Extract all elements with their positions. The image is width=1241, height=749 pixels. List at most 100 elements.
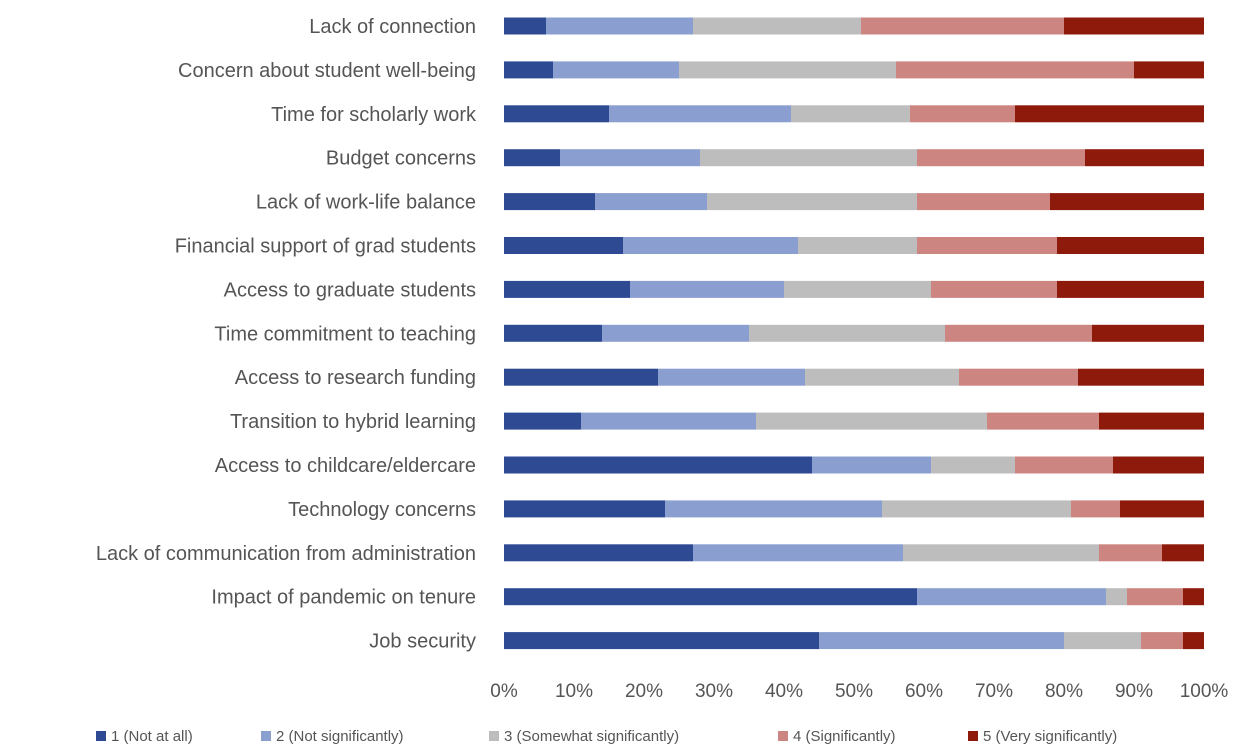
bar-segment-5	[1134, 61, 1204, 79]
x-tick-label: 70%	[975, 681, 1013, 702]
category-label: Access to childcare/eldercare	[215, 455, 476, 477]
bar-segment-2	[665, 500, 882, 518]
bar-segment-4	[861, 17, 1064, 35]
category-label: Lack of work-life balance	[256, 192, 476, 214]
legend-swatch	[261, 731, 271, 741]
bar-segment-3	[784, 280, 931, 298]
bar-segment-2	[560, 149, 700, 167]
bar-segment-5	[1092, 324, 1204, 342]
bar-segment-5	[1057, 237, 1204, 254]
bar-segment-4	[910, 105, 1015, 123]
bar-segment-3	[679, 61, 896, 79]
legend-swatch	[96, 731, 106, 741]
x-tick-label: 20%	[625, 681, 663, 702]
bar-segment-1	[504, 632, 819, 650]
bar-segment-4	[1099, 544, 1162, 562]
bar-segment-2	[609, 105, 791, 123]
bar-segment-2	[812, 456, 931, 474]
bar-segment-5	[1113, 456, 1204, 474]
x-tick-label: 40%	[765, 681, 803, 702]
bar-segment-2	[595, 193, 707, 211]
bar-segment-1	[504, 149, 560, 167]
bar-segment-5	[1120, 500, 1204, 518]
bar-segment-1	[504, 61, 553, 79]
bar-segment-5	[1183, 588, 1204, 606]
bar-segment-4	[917, 237, 1057, 254]
bar-segment-1	[504, 544, 693, 562]
bar-segment-2	[553, 61, 679, 79]
bar-segment-3	[1064, 632, 1141, 650]
bar-segment-1	[504, 500, 665, 518]
bar-segment-1	[504, 368, 658, 386]
category-label: Access to research funding	[235, 367, 476, 389]
bar-segment-2	[658, 368, 805, 386]
bar-segment-2	[917, 588, 1106, 606]
legend-label: 4 (Significantly)	[793, 728, 896, 745]
bar-segment-2	[623, 237, 798, 254]
bar-segment-2	[693, 544, 903, 562]
bar-segment-5	[1162, 544, 1204, 562]
x-tick-label: 100%	[1180, 681, 1229, 702]
legend-label: 5 (Very significantly)	[983, 728, 1117, 745]
bar-segment-2	[546, 17, 693, 35]
category-label: Lack of connection	[309, 16, 476, 38]
category-label: Lack of communication from administratio…	[96, 543, 476, 565]
category-labels: Lack of connection Concern about student …	[96, 16, 477, 653]
category-label: Time for scholarly work	[271, 104, 477, 126]
bar-segment-4	[959, 368, 1078, 386]
bar-segment-1	[504, 105, 609, 123]
x-tick-label: 30%	[695, 681, 733, 702]
legend-swatch	[489, 731, 499, 741]
bar-segment-3	[1106, 588, 1127, 606]
x-axis-ticks: 0% 10% 20% 30% 40% 50% 60% 70% 80% 90% 100%	[490, 681, 1228, 702]
bar-segment-3	[700, 149, 917, 167]
bar-segment-5	[1064, 17, 1204, 35]
legend-label: 3 (Somewhat significantly)	[504, 728, 679, 745]
category-label: Concern about student well-being	[178, 60, 476, 82]
bar-segment-5	[1057, 280, 1204, 298]
category-label: Impact of pandemic on tenure	[211, 587, 476, 609]
category-label: Budget concerns	[326, 148, 476, 170]
x-tick-label: 10%	[555, 681, 593, 702]
bar-segment-3	[805, 368, 959, 386]
bar-segment-1	[504, 456, 812, 474]
legend-swatch	[968, 731, 978, 741]
bar-segment-1	[504, 280, 630, 298]
bar-segment-5	[1078, 368, 1204, 386]
x-tick-label: 90%	[1115, 681, 1153, 702]
category-label: Financial support of grad students	[175, 236, 476, 258]
category-label: Job security	[369, 631, 476, 653]
bar-segment-5	[1099, 412, 1204, 430]
legend: 1 (Not at all) 2 (Not significantly) 3 (So…	[96, 728, 1117, 745]
bar-segment-5	[1015, 105, 1204, 123]
bar-segment-3	[749, 324, 945, 342]
bar-segment-4	[1015, 456, 1113, 474]
x-tick-label: 80%	[1045, 681, 1083, 702]
legend-label: 2 (Not significantly)	[276, 728, 404, 745]
category-label: Time commitment to teaching	[214, 323, 476, 345]
bar-segment-4	[896, 61, 1134, 79]
bar-segment-3	[882, 500, 1071, 518]
bar-segment-2	[630, 280, 784, 298]
bar-segment-3	[931, 456, 1015, 474]
bar-segment-4	[1141, 632, 1183, 650]
bar-segment-5	[1085, 149, 1204, 167]
bar-segment-2	[602, 324, 749, 342]
bar-segment-4	[931, 280, 1057, 298]
bar-segment-3	[791, 105, 910, 123]
bar-segment-5	[1183, 632, 1204, 650]
bar-segment-3	[798, 237, 917, 254]
bar-segment-1	[504, 588, 917, 606]
category-label: Technology concerns	[288, 499, 476, 521]
bar-segment-1	[504, 237, 623, 254]
bar-segment-3	[707, 193, 917, 211]
bar-segment-4	[917, 193, 1050, 211]
bar-segment-4	[1071, 500, 1120, 518]
category-label: Transition to hybrid learning	[230, 411, 476, 433]
bar-segment-2	[581, 412, 756, 430]
bar-segment-1	[504, 412, 581, 430]
bar-segment-4	[917, 149, 1085, 167]
category-label: Access to graduate students	[224, 279, 476, 301]
bar-segment-1	[504, 324, 602, 342]
